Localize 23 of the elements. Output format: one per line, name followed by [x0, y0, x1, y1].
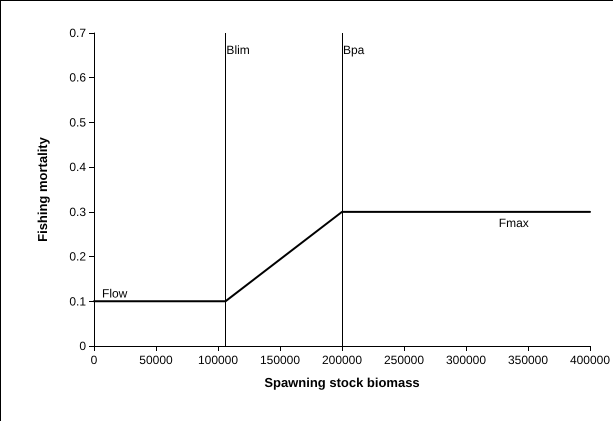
x-tick-label: 0: [90, 353, 98, 367]
y-tick-label: 0.7: [69, 26, 86, 40]
y-tick-label: 0.6: [69, 70, 86, 85]
x-tick-label: 300000: [446, 353, 486, 367]
ref-line-label: Bpa: [342, 43, 365, 57]
x-axis-title: Spawning stock biomass: [264, 375, 420, 390]
x-tick-label: 350000: [508, 353, 548, 367]
y-tick-label: 0.2: [69, 250, 86, 264]
x-tick-label: 100000: [198, 353, 238, 367]
x-tick-label: 150000: [260, 353, 300, 367]
y-tick-label: 0.1: [69, 294, 86, 308]
y-tick-label: 0.5: [69, 115, 86, 130]
annotation: Flow: [102, 286, 128, 300]
y-tick-label: 0: [79, 339, 86, 353]
x-tick-label: 50000: [139, 353, 174, 367]
y-tick-label: 0.4: [69, 160, 86, 174]
annotation: Fmax: [498, 216, 529, 230]
x-tick-label: 250000: [384, 353, 424, 367]
ref-line-label: Blim: [226, 43, 250, 57]
x-tick-label: 200000: [322, 353, 362, 367]
y-tick-label: 0.3: [69, 204, 86, 219]
x-tick-label: 400000: [570, 353, 610, 367]
y-axis-title: Fishing mortality: [35, 136, 50, 242]
